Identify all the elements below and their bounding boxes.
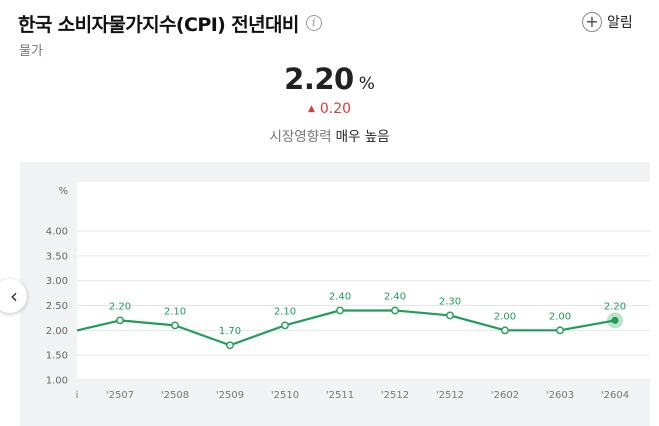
data-point — [336, 306, 344, 315]
alert-label: 알림 — [607, 15, 633, 31]
y-tick-label: 2.00 — [46, 326, 68, 337]
data-point — [171, 321, 179, 330]
y-tick-label: 3.50 — [46, 251, 68, 262]
data-point — [391, 306, 399, 315]
chart-panel: % 4.00 3.50 3.00 2.50 2.00 1.50 1.00 i '2507 '250… — [20, 162, 650, 426]
current-value: 2.20% — [0, 62, 659, 96]
x-tick-label: '2512 — [436, 390, 464, 401]
data-point — [446, 311, 454, 320]
page-title: 한국 소비자물가지수(CPI) 전년대비 — [18, 13, 299, 36]
data-label: 2.10 — [164, 306, 186, 317]
data-label: 2.00 — [549, 311, 571, 322]
data-label: 2.30 — [439, 296, 461, 307]
data-label: 2.40 — [329, 291, 351, 302]
x-tick-label: '2512 — [381, 390, 409, 401]
data-point — [281, 321, 289, 330]
up-triangle-icon: ▲ — [307, 104, 315, 114]
data-point — [556, 326, 564, 335]
data-label: 2.10 — [274, 306, 296, 317]
y-tick-label: 1.00 — [46, 376, 68, 387]
x-tick-label: '2509 — [216, 390, 244, 401]
plus-icon: + — [582, 12, 602, 32]
data-label: 2.20 — [109, 301, 131, 312]
alert-button[interactable]: + 알림 — [582, 10, 633, 34]
line-chart: % 4.00 3.50 3.00 2.50 2.00 1.50 1.00 i '2507 '250… — [46, 182, 650, 401]
previous-button[interactable]: ‹ — [0, 279, 27, 313]
influence-value: 매우 높음 — [335, 129, 390, 145]
market-influence: 시장영향력 매우 높음 — [0, 125, 659, 145]
x-tick-label: '2508 — [161, 390, 189, 401]
x-tick-label: '2604 — [601, 390, 629, 401]
x-tick-label: '2602 — [491, 390, 519, 401]
data-point — [501, 326, 509, 335]
change-value: ▲ 0.20 — [0, 101, 659, 117]
data-label: 1.70 — [219, 326, 241, 337]
value-unit: % — [358, 74, 375, 94]
x-tick-label: '2510 — [271, 390, 299, 401]
info-icon[interactable]: i — [305, 15, 322, 31]
chevron-left-icon: ‹ — [10, 284, 18, 308]
data-point — [611, 316, 619, 324]
data-label: 2.20 — [604, 301, 626, 312]
data-point — [116, 316, 124, 325]
x-tick-label: i — [76, 390, 79, 401]
y-axis-unit: % — [58, 186, 68, 197]
data-label: 2.00 — [494, 311, 516, 322]
x-tick-label: '2603 — [546, 390, 574, 401]
influence-label: 시장영향력 — [269, 129, 332, 145]
x-tick-label: '2507 — [106, 390, 134, 401]
y-tick-label: 4.00 — [46, 227, 68, 238]
change-number: 0.20 — [319, 101, 352, 117]
y-tick-label: 2.50 — [46, 301, 68, 312]
value-number: 2.20 — [284, 62, 354, 96]
data-label: 2.40 — [384, 291, 406, 302]
data-point — [226, 341, 234, 350]
y-tick-label: 3.00 — [46, 276, 68, 287]
y-tick-label: 1.50 — [46, 351, 68, 362]
title-row: 한국 소비자물가지수(CPI) 전년대비 i — [18, 8, 322, 38]
category-label: 물가 — [19, 44, 43, 59]
x-tick-label: '2511 — [326, 390, 354, 401]
